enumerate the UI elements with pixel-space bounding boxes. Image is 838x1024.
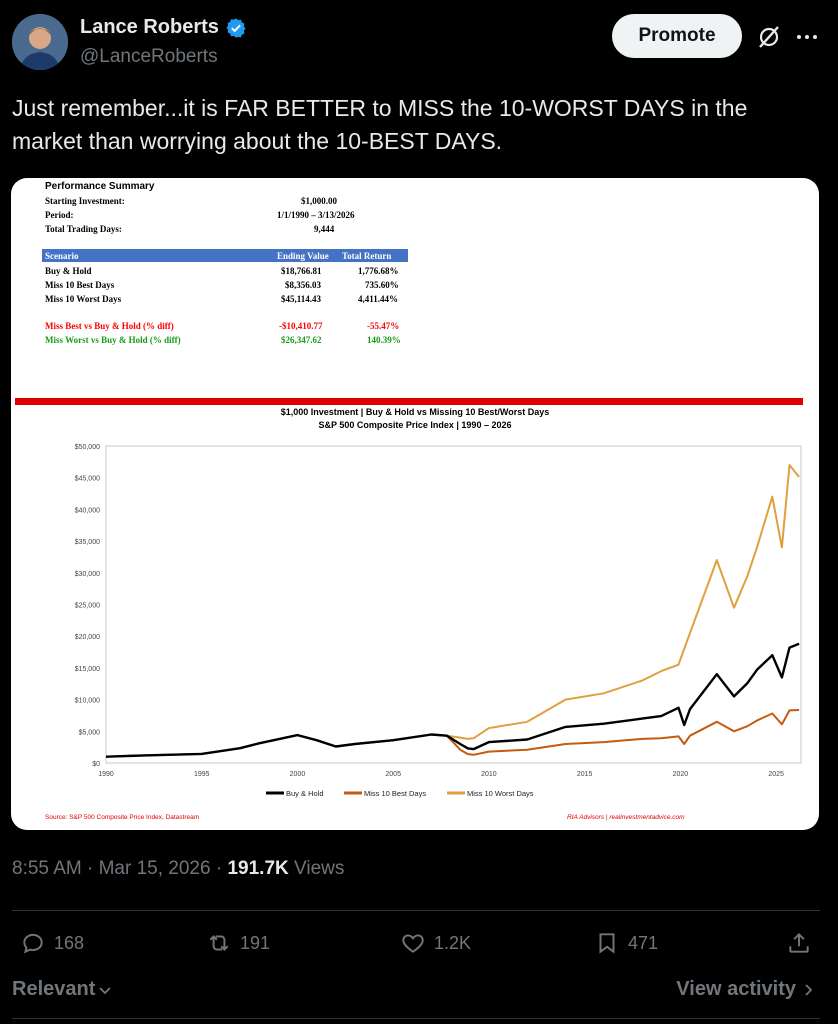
divider <box>12 910 820 911</box>
tweet-meta: 8:55 AM · Mar 15, 2026 · 191.7K Views <box>12 858 344 880</box>
diff-label: Miss Best vs Buy & Hold (% diff) <box>45 321 174 331</box>
diff-value: $26,347.62 <box>281 335 322 345</box>
diff-pct: -55.47% <box>367 321 400 331</box>
series-line-buy-hold <box>105 642 800 758</box>
chart-subtitle: S&P 500 Composite Price Index | 1990 – 2… <box>319 420 512 430</box>
chevron-right-icon <box>805 983 813 996</box>
diff-pct: 140.39% <box>367 335 401 345</box>
x-tick-label: 2015 <box>577 771 593 778</box>
table-cell: 1,776.68% <box>358 266 399 276</box>
y-tick-label: $50,000 <box>75 444 100 451</box>
table-cell: 4,411.44% <box>358 294 399 304</box>
table-cell: 735.60% <box>365 280 399 290</box>
y-tick-label: $15,000 <box>75 666 100 673</box>
tweet-text: Just remember...it is FAR BETTER to MISS… <box>12 95 748 154</box>
table-cell: Buy & Hold <box>45 266 92 276</box>
reply-sort-dropdown[interactable]: Relevant <box>12 978 113 1001</box>
y-tick-label: $10,000 <box>75 698 100 705</box>
x-tick-label: 1990 <box>98 771 114 778</box>
repost-button[interactable]: 191 <box>206 930 270 956</box>
red-separator-bar <box>15 398 803 405</box>
series-line-miss-10-worst-days <box>105 464 800 758</box>
like-button[interactable]: 1.2K <box>400 930 471 956</box>
tweet-date[interactable]: Mar 15, 2026 <box>98 858 211 879</box>
reply-icon <box>23 933 43 954</box>
summary-label: Starting Investment: <box>45 196 125 206</box>
bookmark-icon <box>599 933 615 954</box>
repost-icon <box>209 935 229 951</box>
share-button[interactable] <box>786 930 812 956</box>
x-tick-label: 2020 <box>673 771 689 778</box>
y-tick-label: $35,000 <box>75 539 100 546</box>
x-tick-label: 2010 <box>481 771 497 778</box>
promote-button[interactable]: Promote <box>612 14 742 58</box>
author-name[interactable]: Lance Roberts <box>80 16 247 39</box>
plot-area <box>105 445 802 764</box>
diff-value: -$10,410.77 <box>279 321 323 331</box>
table-header-cell: Total Return <box>342 251 392 261</box>
reply-button[interactable]: 168 <box>20 930 84 956</box>
table-cell: $45,114.43 <box>281 294 322 304</box>
grok-icon[interactable] <box>756 24 782 50</box>
reply-count: 168 <box>54 932 85 953</box>
bookmark-count: 471 <box>628 932 659 953</box>
x-tick-label: 2025 <box>768 771 784 778</box>
x-tick-label: 2000 <box>290 771 306 778</box>
like-count: 1.2K <box>434 932 472 953</box>
chart-title: $1,000 Investment | Buy & Hold vs Missin… <box>281 407 549 417</box>
legend-label: Buy & Hold <box>286 789 324 798</box>
chevron-down-icon <box>99 986 112 994</box>
summary-label: Period: <box>45 210 74 220</box>
diff-label: Miss Worst vs Buy & Hold (% diff) <box>45 335 181 345</box>
summary-title: Performance Summary <box>45 181 155 192</box>
y-tick-label: $45,000 <box>75 476 100 483</box>
y-tick-label: $40,000 <box>75 507 100 514</box>
tweet-media-image[interactable]: Performance Summary Starting Investment:… <box>11 178 819 830</box>
chart-credit: RIA Advisors | realinvestmentadvice.com <box>567 814 685 821</box>
share-icon <box>789 932 809 953</box>
views-label: Views <box>294 858 345 879</box>
y-tick-label: $5,000 <box>79 729 101 736</box>
views-count: 191.7K <box>227 858 289 879</box>
table-cell: $18,766.81 <box>281 266 322 276</box>
y-tick-label: $0 <box>92 761 100 768</box>
verified-badge-icon <box>226 17 246 38</box>
table-cell: Miss 10 Worst Days <box>45 294 122 304</box>
series-line-miss-10-best-days <box>105 709 800 758</box>
tweet-time[interactable]: 8:55 AM <box>12 858 82 879</box>
view-activity-label: View activity <box>676 978 796 1000</box>
heart-icon <box>402 934 424 953</box>
bookmark-button[interactable]: 471 <box>594 930 658 956</box>
summary-value: $1,000.00 <box>301 196 337 206</box>
table-cell: $8,356.03 <box>285 280 321 290</box>
view-activity-link[interactable]: View activity <box>676 978 816 1001</box>
divider <box>12 1018 820 1019</box>
avatar[interactable] <box>12 14 68 70</box>
x-tick-label: 1995 <box>194 771 210 778</box>
table-cell: Miss 10 Best Days <box>45 280 115 290</box>
line-chart: $1,000 Investment | Buy & Hold vs Missin… <box>45 407 802 821</box>
summary-table-header <box>42 249 408 262</box>
chart-source: Source: S&P 500 Composite Price Index, D… <box>45 814 199 821</box>
x-tick-label: 2005 <box>385 771 401 778</box>
reply-sort-label: Relevant <box>12 978 96 1000</box>
author-handle[interactable]: @LanceRoberts <box>80 46 218 67</box>
meta-separator: · <box>87 858 99 879</box>
summary-value: 9,444 <box>314 224 335 234</box>
summary-label: Total Trading Days: <box>45 224 122 234</box>
legend-label: Miss 10 Best Days <box>364 789 426 798</box>
table-header-cell: Ending Value <box>277 251 329 261</box>
more-options-icon[interactable] <box>794 24 820 50</box>
meta-separator: · <box>215 858 228 879</box>
repost-count: 191 <box>240 932 271 953</box>
y-tick-label: $20,000 <box>75 634 100 641</box>
author-name-text: Lance Roberts <box>80 16 219 38</box>
y-tick-label: $25,000 <box>75 603 100 610</box>
legend-label: Miss 10 Worst Days <box>467 789 534 798</box>
y-tick-label: $30,000 <box>75 571 100 578</box>
table-header-cell: Scenario <box>45 251 79 261</box>
summary-value: 1/1/1990 – 3/13/2026 <box>277 210 355 220</box>
